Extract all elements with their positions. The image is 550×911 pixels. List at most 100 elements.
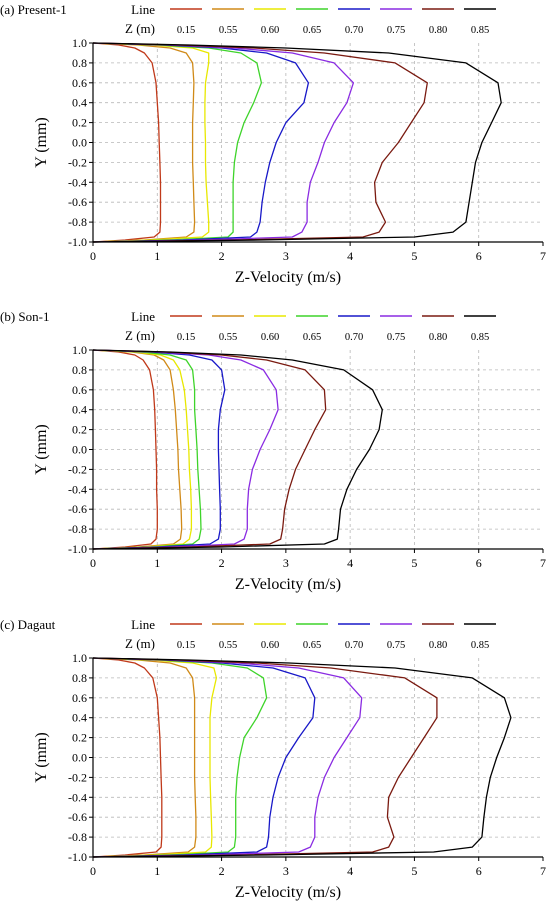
x-tick-label: 2 [219,864,225,878]
legend-line-title: Line [131,309,155,324]
legend-label: 0.80 [429,25,447,36]
legend-z-title: Z (m) [125,636,155,651]
y-tick-label: 0.2 [72,116,87,130]
x-tick-label: 1 [154,864,160,878]
legend-label: 0.55 [219,332,237,343]
x-tick-label: 6 [476,864,482,878]
legend-label: 0.80 [429,640,447,651]
legend-label: 0.85 [471,332,489,343]
x-tick-label: 4 [347,249,353,263]
x-tick-label: 0 [90,556,96,570]
series-line-0.70 [92,42,310,243]
legend-label: 0.60 [261,25,279,36]
x-tick-label: 3 [283,556,289,570]
x-tick-label: 3 [283,249,289,263]
x-tick-label: 2 [219,249,225,263]
y-tick-label: 0.2 [72,423,87,437]
y-tick-label: 0.0 [72,443,87,457]
y-tick-label: 0.2 [72,731,87,745]
legend-label: 0.85 [471,25,489,36]
y-tick-label: -0.6 [68,810,87,824]
y-tick-label: 0.6 [72,76,87,90]
y-tick-label: 0.6 [72,691,87,705]
y-tick-label: -0.4 [68,175,87,189]
x-tick-label: 7 [540,249,546,263]
y-tick-label: 1.0 [72,36,87,50]
y-tick-label: 0.4 [72,96,87,110]
x-tick-label: 3 [283,864,289,878]
x-tick-label: 6 [476,556,482,570]
y-tick-label: -1.0 [68,850,87,864]
x-tick-label: 2 [219,556,225,570]
legend-label: 0.15 [177,332,195,343]
y-tick-label: 1.0 [72,343,87,357]
legend-label: 0.55 [219,25,237,36]
series-line-0.80 [92,349,327,550]
series-line-0.60 [92,657,218,858]
series-line-0.85 [92,657,512,858]
legend-label: 0.65 [303,25,321,36]
series-line-0.80 [92,42,428,243]
y-tick-label: 1.0 [72,651,87,665]
x-tick-label: 4 [347,864,353,878]
x-axis-title: Z-Velocity (m/s) [235,884,341,901]
legend-line-title: Line [131,2,155,17]
legend-label: 0.60 [261,640,279,651]
legend-label: 0.65 [303,640,321,651]
y-tick-label: 0.8 [72,363,87,377]
x-tick-label: 1 [154,556,160,570]
y-tick-label: 0.0 [72,136,87,150]
x-axis-title: Z-Velocity (m/s) [235,576,341,593]
x-tick-label: 6 [476,249,482,263]
panel-label: (c) Dagaut [0,617,56,632]
series-line-0.15 [92,349,158,550]
y-axis-title: Y (mm) [33,732,50,783]
x-tick-label: 4 [347,556,353,570]
y-tick-label: 0.8 [72,56,87,70]
legend-label: 0.55 [219,640,237,651]
series-line-0.75 [92,657,363,858]
y-tick-label: -1.0 [68,235,87,249]
x-tick-label: 1 [154,249,160,263]
y-tick-label: 0.4 [72,711,87,725]
x-tick-label: 0 [90,864,96,878]
legend-label: 0.15 [177,25,195,36]
series-line-0.75 [92,42,355,243]
legend-label: 0.75 [387,640,405,651]
series-line-0.60 [92,42,210,243]
series-line-0.65 [92,657,268,858]
x-tick-label: 5 [411,249,417,263]
legend-z-title: Z (m) [125,328,155,343]
x-axis-title: Z-Velocity (m/s) [235,269,341,286]
x-tick-label: 5 [411,864,417,878]
series-line-0.65 [92,42,263,243]
y-tick-label: -0.4 [68,790,87,804]
series-line-0.85 [92,349,383,550]
legend-line-title: Line [131,617,155,632]
y-axis-title: Y (mm) [33,117,50,168]
y-tick-label: 0.4 [72,403,87,417]
y-tick-label: 0.6 [72,383,87,397]
series-line-0.15 [92,42,162,243]
y-tick-label: -0.8 [68,522,87,536]
y-tick-label: -0.8 [68,830,87,844]
y-tick-label: -1.0 [68,542,87,556]
legend-label: 0.65 [303,332,321,343]
series-line-0.75 [92,349,279,550]
series-line-0.70 [92,657,316,858]
series-line-0.15 [92,657,163,858]
y-tick-label: -0.6 [68,502,87,516]
y-tick-label: 0.0 [72,751,87,765]
panel-label: (a) Present-1 [0,2,67,17]
legend-label: 0.70 [345,25,363,36]
y-tick-label: -0.6 [68,195,87,209]
x-tick-label: 7 [540,556,546,570]
legend-label: 0.60 [261,332,279,343]
y-tick-label: -0.2 [68,770,87,784]
series-line-0.70 [92,349,226,550]
legend-label: 0.85 [471,640,489,651]
